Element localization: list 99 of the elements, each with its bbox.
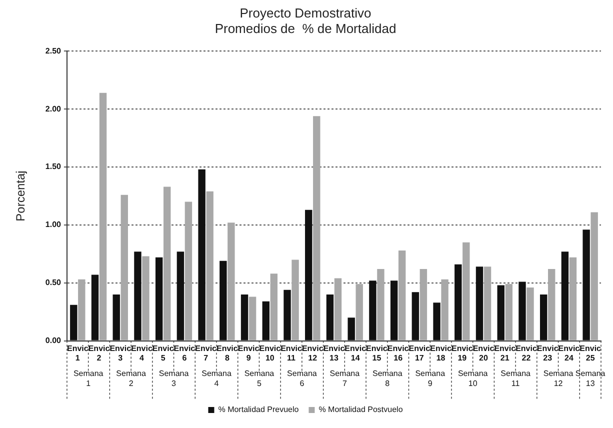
text: Semana 9 [415, 369, 446, 388]
x-tick-label: Envic 22 [516, 344, 538, 362]
x-tick-label: Envic 1 [66, 344, 89, 362]
bar [70, 304, 78, 340]
bar [326, 294, 334, 340]
bar [348, 318, 355, 340]
text: Semana 7 [330, 369, 360, 388]
text: Semana 5 [244, 369, 275, 388]
text: Semana 4 [202, 369, 232, 388]
bar [590, 212, 598, 340]
x-tick-label: Envic 20 [472, 344, 495, 362]
bar [198, 169, 206, 340]
bar [420, 268, 428, 340]
x-tick-label: Envic 11 [280, 344, 302, 362]
x-tick-label: Envic 5 [152, 344, 174, 362]
bar [518, 282, 526, 340]
bar [313, 116, 320, 340]
x-tick-label: Envic 13 [323, 344, 346, 362]
bar [112, 294, 120, 340]
bar [248, 296, 256, 340]
x-tick-label: Envic 6 [174, 344, 196, 362]
bar [433, 302, 440, 340]
chart-title: Proyecto Demostrativo [240, 5, 372, 20]
bar [270, 274, 278, 340]
bar [398, 250, 406, 340]
bar [163, 186, 171, 340]
bar [441, 279, 448, 340]
y-tick-label: 2.00 [45, 104, 62, 114]
text: Semana 10 [458, 369, 488, 388]
bar [356, 284, 363, 340]
bar [228, 222, 235, 340]
y-tick-label: 1.50 [45, 162, 62, 172]
x-tick-label: Envic 8 [216, 344, 238, 362]
bar [505, 284, 512, 340]
legend-label: % Mortalidad Prevuelo [218, 405, 300, 414]
text: Semana 8 [372, 369, 403, 388]
bar [176, 252, 184, 340]
bar [206, 191, 214, 340]
bar [78, 279, 86, 340]
bar [412, 292, 420, 340]
x-tick-label: Envic 15 [366, 344, 388, 362]
y-tick-label: 0.50 [45, 278, 62, 288]
text: Semana 12 [543, 369, 574, 388]
bar [220, 260, 227, 340]
bar [484, 266, 492, 340]
chart-subtitle: Promedios de % de Mortalidad [214, 20, 396, 36]
x-tick-label: Envic 7 [195, 344, 218, 362]
bar [454, 264, 462, 340]
bar [91, 274, 99, 340]
x-tick-label: Envic 21 [494, 344, 516, 362]
x-tick-label: Envic 12 [302, 344, 324, 362]
x-tick-label: Envic 4 [131, 344, 153, 362]
x-tick-label: Envic 9 [238, 344, 260, 362]
text: Semana 2 [116, 369, 147, 388]
bar [369, 280, 376, 340]
bar [462, 242, 470, 340]
legend-label: % Mortalidad Postvuelo [318, 405, 404, 414]
bar [284, 290, 291, 340]
text: Semana 6 [287, 369, 318, 388]
bar [390, 280, 398, 340]
bar [120, 194, 128, 340]
bar [334, 278, 342, 340]
bar [99, 92, 107, 340]
x-tick-label: Envic 14 [344, 344, 367, 362]
text: Semana 13 [575, 369, 606, 388]
bar [377, 268, 384, 340]
bar [155, 257, 163, 340]
bar [526, 288, 534, 340]
bar [184, 202, 192, 340]
bar [569, 257, 577, 340]
bar [548, 268, 556, 340]
x-tick-label: Envic 3 [110, 344, 132, 362]
y-tick-label: 1.00 [45, 220, 62, 230]
bar [240, 294, 248, 340]
x-tick-label: Envic 17 [408, 344, 431, 362]
y-tick-label: 0.00 [45, 336, 62, 346]
x-tick-label: Envic 23 [536, 344, 559, 362]
y-tick-label: 2.50 [45, 46, 62, 56]
text: Semana 3 [158, 369, 190, 388]
x-tick-label: Envic 19 [451, 344, 474, 362]
bar [292, 260, 299, 340]
x-tick-label: Envic 25 [580, 344, 602, 362]
bar [476, 266, 484, 340]
x-tick-label: Envic 10 [259, 344, 282, 362]
y-axis-title: Porcentaj [14, 170, 28, 222]
bar [262, 301, 270, 340]
text: Semana 11 [500, 369, 532, 388]
x-tick-label: Envic 16 [387, 344, 410, 362]
bar [561, 252, 569, 340]
bar [540, 294, 548, 340]
bar [134, 252, 142, 340]
x-tick-label: Envic 2 [88, 344, 110, 362]
x-tick-label: Envic 18 [430, 344, 452, 362]
bar [305, 210, 312, 340]
bar [497, 285, 504, 340]
text: Semana 1 [73, 369, 104, 388]
x-tick-label: Envic 24 [558, 344, 580, 362]
bar [582, 230, 590, 340]
bar [142, 256, 150, 340]
